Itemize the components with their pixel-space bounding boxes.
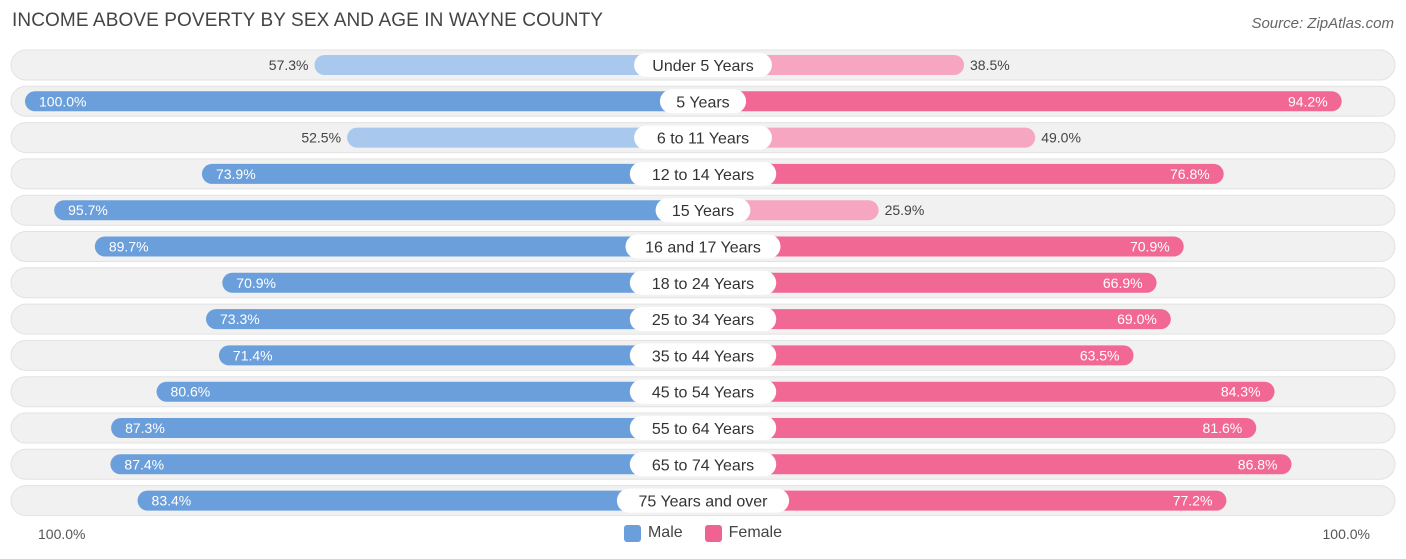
category-pill (629, 379, 777, 404)
value-label-male: 87.3% (125, 420, 165, 436)
value-label-female: 94.2% (1288, 93, 1328, 109)
value-label-male: 80.6% (171, 384, 211, 400)
category-label: 18 to 24 Years (652, 276, 754, 293)
bar-male (156, 381, 704, 402)
bar-female (703, 454, 1292, 475)
category-pill (629, 416, 777, 440)
bar-male (218, 345, 703, 366)
legend-label-female: Female (728, 524, 783, 541)
value-label-female: 38.5% (970, 57, 1010, 73)
axis-left-label: 100.0% (38, 526, 86, 542)
value-label-male: 89.7% (109, 239, 149, 255)
bar-male (206, 309, 703, 330)
value-label-male: 52.5% (301, 130, 341, 146)
chart-title: INCOME ABOVE POVERTY BY SEX AND AGE IN W… (12, 10, 604, 31)
bar-male (111, 418, 703, 438)
value-label-male: 87.4% (124, 456, 164, 472)
value-label-male: 71.4% (233, 347, 273, 363)
value-label-female: 77.2% (1173, 493, 1213, 509)
category-label: 25 to 34 Years (652, 312, 754, 329)
category-label: 75 Years and over (639, 494, 769, 511)
value-label-female: 25.9% (885, 202, 925, 218)
value-label-male: 95.7% (68, 202, 108, 218)
bar-male (110, 454, 704, 475)
value-label-female: 76.8% (1170, 166, 1210, 182)
category-pill (616, 488, 790, 513)
category-pill (634, 125, 772, 150)
category-pill (629, 307, 777, 332)
value-label-male: 70.9% (236, 275, 276, 291)
category-label: Under 5 Years (652, 58, 753, 75)
bar-female (703, 345, 1134, 366)
category-label: 35 to 44 Years (652, 348, 754, 365)
value-label-female: 69.0% (1117, 311, 1157, 327)
bar-female (703, 490, 1227, 511)
category-pill (629, 161, 777, 186)
category-label: 45 to 54 Years (652, 385, 754, 402)
bar-male (25, 91, 703, 112)
value-label-female: 49.0% (1041, 130, 1081, 146)
category-pill (629, 270, 777, 295)
category-label: 55 to 64 Years (652, 421, 754, 438)
bar-male (222, 272, 703, 293)
category-label: 5 Years (676, 94, 729, 111)
bar-female (703, 91, 1342, 112)
bar-male (94, 236, 704, 257)
category-pill (655, 198, 751, 223)
legend-item-male[interactable]: Male (623, 524, 683, 542)
bar-female (703, 236, 1184, 257)
bar-male (314, 55, 703, 75)
value-label-male: 57.3% (269, 57, 309, 73)
bar-female (703, 381, 1275, 402)
category-label: 12 to 14 Years (652, 167, 754, 184)
bar-male (347, 127, 703, 148)
value-label-female: 86.8% (1238, 456, 1278, 472)
bar-female (703, 163, 1224, 184)
category-pill (629, 343, 777, 368)
bar-chart: 57.3% 38.5% Under 5 Years 100.0% 94.2% 5 Year… (10, 49, 1396, 517)
category-label: 15 Years (672, 203, 734, 220)
category-pill (625, 234, 781, 259)
legend: Male Female (0, 524, 1406, 542)
value-label-male: 73.9% (216, 166, 256, 182)
legend-item-female[interactable]: Female (704, 524, 783, 542)
category-pill (634, 53, 772, 77)
category-pill (629, 452, 777, 477)
bar-female (703, 272, 1157, 293)
value-label-male: 83.4% (152, 493, 192, 509)
category-pill (659, 89, 747, 114)
value-label-female: 63.5% (1080, 347, 1120, 363)
bar-male (137, 490, 704, 511)
value-label-male: 73.3% (220, 311, 260, 327)
legend-label-male: Male (647, 524, 683, 541)
value-label-female: 66.9% (1103, 275, 1143, 291)
source-credit: Source: ZipAtlas.com (1251, 15, 1394, 32)
bar-male (201, 163, 703, 184)
axis-right-label: 100.0% (1322, 526, 1370, 542)
category-label: 16 and 17 Years (645, 240, 761, 257)
category-label: 65 to 74 Years (652, 457, 754, 474)
value-label-male: 100.0% (39, 93, 86, 109)
bar-female (703, 418, 1257, 438)
value-label-female: 84.3% (1221, 384, 1261, 400)
bar-female (703, 127, 1036, 148)
category-label: 6 to 11 Years (657, 131, 749, 148)
value-label-female: 70.9% (1130, 239, 1170, 255)
legend-swatch-male (623, 524, 641, 542)
value-label-female: 81.6% (1203, 420, 1243, 436)
bar-male (54, 200, 704, 221)
legend-swatch-female (704, 524, 722, 542)
bar-female (703, 309, 1171, 330)
